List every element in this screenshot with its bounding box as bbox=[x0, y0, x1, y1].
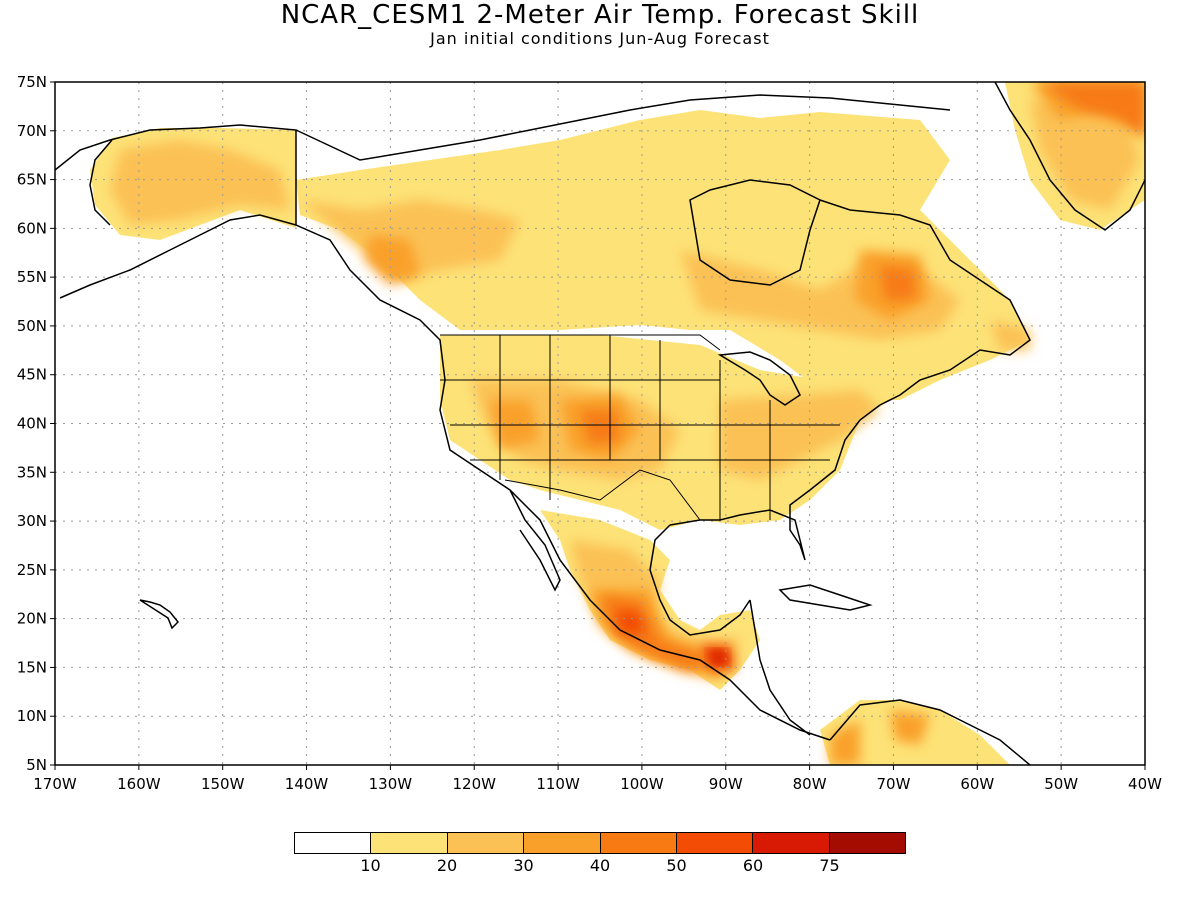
shading-level-6 bbox=[708, 650, 728, 665]
legend-label: 60 bbox=[742, 856, 764, 875]
lon-tick-label: 60W bbox=[960, 775, 994, 793]
lat-tick-label: 20N bbox=[17, 610, 47, 628]
border-us-canada bbox=[440, 334, 721, 351]
legend-swatch bbox=[676, 833, 754, 853]
coast-alaska-south bbox=[59, 214, 297, 299]
map-subtitle: Jan initial conditions Jun-Aug Forecast bbox=[430, 29, 770, 48]
lat-tick-label: 75N bbox=[17, 73, 47, 91]
lat-tick-label: 15N bbox=[17, 658, 47, 676]
legend-label: 20 bbox=[436, 856, 458, 875]
map-title: NCAR_CESM1 2-Meter Air Temp. Forecast Sk… bbox=[280, 0, 920, 30]
lat-tick-label: 70N bbox=[17, 122, 47, 140]
legend-swatch bbox=[524, 833, 601, 853]
coastlines bbox=[55, 82, 1145, 765]
coast-baja bbox=[509, 489, 561, 592]
lon-tick-label: 160W bbox=[117, 775, 161, 793]
lon-tick-label: 70W bbox=[877, 775, 911, 793]
grid-lines bbox=[55, 82, 1145, 765]
legend-label: 40 bbox=[589, 856, 611, 875]
lat-tick-label: 35N bbox=[17, 463, 47, 481]
lon-tick-label: 130W bbox=[369, 775, 413, 793]
coast-cuba bbox=[778, 584, 873, 611]
coast-alaska bbox=[55, 124, 831, 741]
skill-shading bbox=[90, 82, 1145, 765]
legend-swatch bbox=[600, 833, 677, 853]
legend-labels: 10 20 30 40 50 60 75 bbox=[294, 856, 906, 878]
lat-tick-label: 30N bbox=[17, 512, 47, 530]
border-us-mexico bbox=[504, 469, 701, 521]
shade-greenland-l2 bbox=[1030, 100, 1140, 210]
lat-tick-label: 40N bbox=[17, 415, 47, 433]
coast-arctic bbox=[295, 94, 951, 161]
lon-tick-label: 110W bbox=[536, 775, 580, 793]
lon-tick-label: 50W bbox=[1044, 775, 1078, 793]
shade-alaska-l2 bbox=[110, 140, 290, 225]
lat-tick-label: 50N bbox=[17, 317, 47, 335]
longitude-labels: 170W 160W 150W 140W 130W 120W 110W 100W 90W 80W 70… bbox=[33, 765, 1162, 793]
lat-tick-label: 55N bbox=[17, 268, 47, 286]
lat-tick-label: 25N bbox=[17, 561, 47, 579]
shading-level-2 bbox=[110, 100, 1140, 670]
lon-tick-label: 170W bbox=[33, 775, 77, 793]
legend-swatch bbox=[447, 833, 525, 853]
coast-greenland bbox=[994, 82, 1145, 231]
color-scale-legend bbox=[294, 832, 906, 854]
lon-tick-label: 80W bbox=[793, 775, 827, 793]
shade-guatemala-l6 bbox=[708, 650, 728, 665]
legend-label: 75 bbox=[819, 856, 840, 875]
shade-bc-l3 bbox=[365, 235, 420, 285]
lat-tick-label: 45N bbox=[17, 366, 47, 384]
lon-tick-label: 90W bbox=[709, 775, 743, 793]
lon-tick-label: 150W bbox=[201, 775, 245, 793]
lat-tick-label: 10N bbox=[17, 707, 47, 725]
latitude-labels: 5N 10N 15N 20N 25N 30N 35N 40N 45N 50N 55N 60N 65N 70… bbox=[17, 73, 55, 774]
legend-swatch bbox=[295, 833, 372, 853]
shade-east-us-l2 bbox=[720, 390, 880, 480]
shade-quebec-l4 bbox=[880, 265, 915, 300]
coast-hudson-bay bbox=[689, 179, 821, 286]
coast-great-lakes bbox=[717, 351, 801, 406]
coast-gulf bbox=[649, 524, 751, 636]
coast-east-canada bbox=[819, 199, 1031, 406]
lon-tick-label: 40W bbox=[1128, 775, 1162, 793]
coast-alaska-west bbox=[89, 139, 113, 226]
legend-swatch bbox=[371, 833, 448, 853]
lat-tick-label: 5N bbox=[26, 756, 47, 774]
shade-newfoundland-l2 bbox=[990, 320, 1030, 350]
legend-label: 50 bbox=[666, 856, 687, 875]
legend-swatch bbox=[829, 833, 905, 853]
legend-swatch bbox=[753, 833, 830, 853]
shade-venezuela-l3 bbox=[890, 710, 930, 745]
shade-greenland-l4 bbox=[1040, 82, 1145, 140]
coast-hawaii bbox=[139, 599, 180, 630]
legend-label: 30 bbox=[513, 856, 534, 875]
shade-mexico-l5 bbox=[615, 610, 645, 635]
lon-tick-label: 100W bbox=[620, 775, 664, 793]
lat-tick-label: 60N bbox=[17, 219, 47, 237]
lon-tick-label: 140W bbox=[285, 775, 329, 793]
lat-tick-label: 65N bbox=[17, 171, 47, 189]
shade-mexico-l2 bbox=[570, 540, 740, 670]
coast-us-east bbox=[669, 404, 881, 561]
legend-label: 10 bbox=[360, 856, 381, 875]
coast-south-america bbox=[829, 699, 1031, 765]
coast-central-america bbox=[749, 599, 811, 736]
border-states-1 bbox=[440, 335, 840, 520]
lon-tick-label: 120W bbox=[452, 775, 496, 793]
political-borders bbox=[295, 130, 840, 521]
